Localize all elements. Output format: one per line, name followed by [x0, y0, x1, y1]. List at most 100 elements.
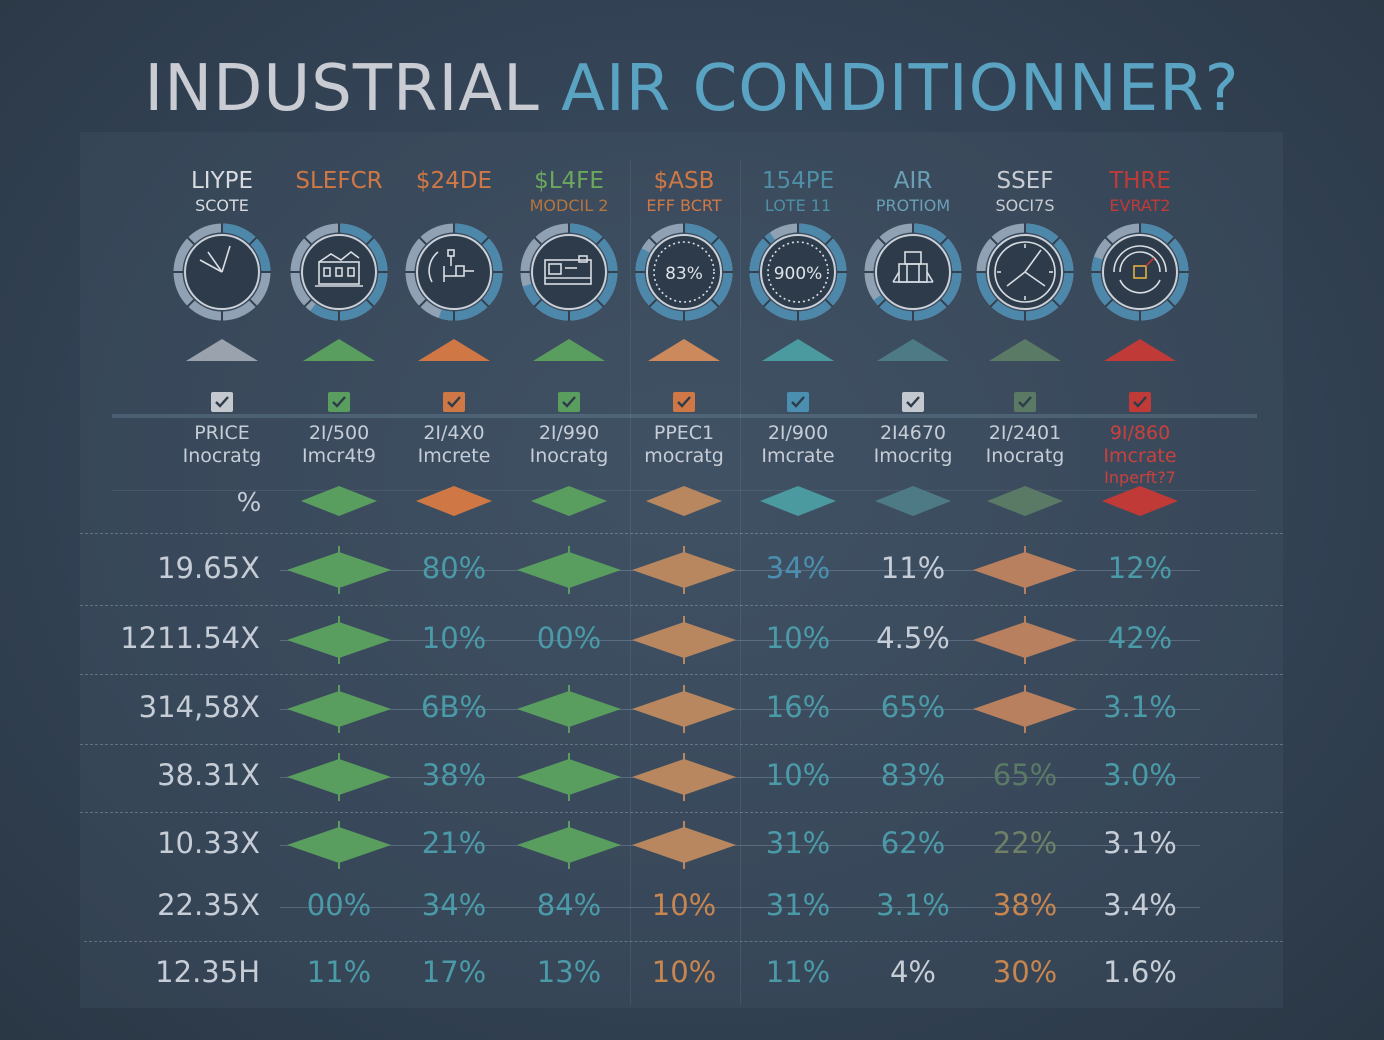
gauge-svg: 900%: [749, 223, 847, 321]
row-connector: [280, 907, 1200, 908]
value-diamond: [517, 546, 621, 598]
gauge-face: [875, 234, 951, 310]
table-cell: 4%: [889, 955, 936, 989]
value-diamond: [287, 685, 391, 737]
column-sublabel: Imcrate: [761, 445, 835, 467]
row-label: 314,58X: [138, 690, 260, 724]
checkbox[interactable]: [787, 392, 809, 412]
table-cell: 00%: [306, 888, 372, 922]
table-cell: 12%: [1107, 551, 1173, 585]
column-subtitle: SOCI7S: [995, 196, 1055, 215]
column-subtitle: PROTIOM: [875, 196, 951, 215]
gauge-face: [646, 234, 722, 310]
value-diamond: [632, 753, 736, 805]
column-label: 2I/2401: [988, 422, 1062, 444]
gauge-svg: [976, 223, 1074, 321]
gauge-face: [301, 234, 377, 310]
checkbox[interactable]: [902, 392, 924, 412]
column-title: AIR: [893, 168, 933, 194]
check-icon: [1018, 396, 1032, 408]
gauge-segment: [648, 298, 658, 308]
title-part-1: INDUSTRIAL: [144, 52, 562, 126]
table-cell: 11%: [880, 551, 946, 585]
gauge-segment: [418, 298, 428, 308]
row-label: 19.65X: [157, 551, 260, 585]
value-diamond: [973, 616, 1077, 668]
gauge: 900%: [748, 222, 848, 322]
gauge-segment: [365, 298, 375, 308]
column-subtitle: LOTE 11: [764, 196, 832, 215]
check-icon: [562, 396, 576, 408]
table-cell: 10%: [651, 955, 717, 989]
gauge: 83%: [634, 222, 734, 322]
gauge-segment: [595, 298, 605, 308]
gauge-segment: [480, 298, 490, 308]
checkbox[interactable]: [673, 392, 695, 412]
table-cell: 3.4%: [1103, 888, 1177, 922]
table-cell: 38%: [421, 758, 487, 792]
indicator-diamond: [987, 486, 1063, 520]
gauge-segment: [248, 236, 258, 246]
title-part-2: AIR CONDITIONNER?: [561, 52, 1240, 126]
table-cell: 31%: [765, 888, 831, 922]
gauge-segment: [186, 236, 196, 246]
indicator-triangle: [303, 339, 375, 365]
value-diamond: [287, 753, 391, 805]
indicator-triangle: [762, 339, 834, 365]
checkbox[interactable]: [443, 392, 465, 412]
column-title: THRE: [1109, 168, 1171, 194]
clock-gauge-icon: [199, 245, 231, 273]
column-sublabel: Inocratg: [529, 445, 609, 467]
gauge: [975, 222, 1075, 322]
gauge-svg: [1091, 223, 1189, 321]
gauge-segment: [595, 236, 605, 246]
checkbox[interactable]: [211, 392, 233, 412]
gauge: [404, 222, 504, 322]
value-diamond: [632, 821, 736, 873]
percent-gauge-icon: [767, 241, 829, 303]
indicator-triangle: [877, 339, 949, 365]
check-icon: [332, 396, 346, 408]
indicator-triangle: [533, 339, 605, 365]
gauge-face: [760, 234, 836, 310]
checkbox[interactable]: [328, 392, 350, 412]
factory-icon: [315, 250, 363, 287]
gauge: [519, 222, 619, 322]
gauge-segment: [762, 298, 772, 308]
gauge-segment: [989, 236, 999, 246]
percent-gauge-icon: [653, 241, 715, 303]
checkbox[interactable]: [1014, 392, 1036, 412]
check-icon: [1133, 396, 1147, 408]
column-title: $L4FE: [534, 168, 604, 194]
gauge-svg: [173, 223, 271, 321]
row-label: 22.35X: [157, 888, 260, 922]
column-label: 2I4670: [879, 422, 947, 444]
gauge-segment: [877, 236, 887, 246]
checkbox[interactable]: [558, 392, 580, 412]
table-cell: 65%: [992, 758, 1058, 792]
indicator-diamond: [301, 486, 377, 520]
indicator-triangle: [1104, 339, 1176, 365]
indicator-triangle: [418, 339, 490, 365]
flow-diagram-icon: [428, 249, 474, 283]
gauge-segment: [710, 298, 720, 308]
row-label: 1211.54X: [120, 621, 260, 655]
column-subtitle: MODCIL 2: [529, 196, 609, 215]
row-connector: [280, 777, 1200, 778]
gauge-segment: [939, 236, 949, 246]
table-cell: 10%: [765, 758, 831, 792]
value-diamond: [517, 685, 621, 737]
gauge-segment: [480, 236, 490, 246]
row-label: 38.31X: [157, 758, 260, 792]
column-sublabel: Imcrate: [1103, 445, 1177, 467]
checkbox[interactable]: [1129, 392, 1151, 412]
row-label: 12.35H: [155, 955, 260, 989]
column-separator: [740, 160, 741, 1005]
indicator-diamond: [646, 486, 722, 520]
row-connector: [280, 640, 1200, 641]
column-sublabel: Imocritg: [873, 445, 953, 467]
gauge-segment: [248, 298, 258, 308]
row-connector: [280, 845, 1200, 846]
row-divider: [80, 533, 1283, 534]
column-title: $ASB: [653, 168, 715, 194]
